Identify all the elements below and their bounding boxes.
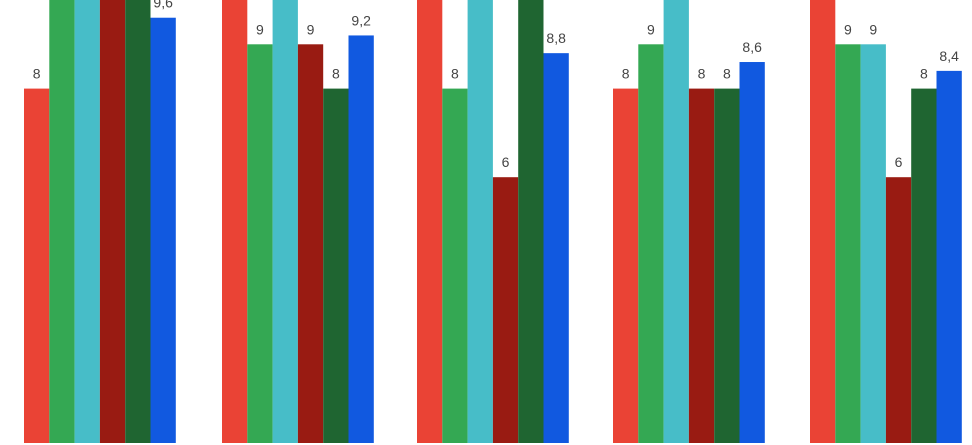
bar-2-3 bbox=[272, 0, 298, 443]
bar-4-3 bbox=[663, 0, 689, 443]
bar-3-4 bbox=[492, 177, 519, 443]
data-label-3-4: 6 bbox=[502, 154, 510, 170]
bar-4-2 bbox=[638, 44, 664, 444]
bar-group-3: 868,8 bbox=[417, 0, 569, 443]
data-label-3-2: 8 bbox=[451, 66, 459, 82]
bar-group-4: 8 9 8 8 8,6 bbox=[613, 0, 765, 444]
bar-5-4 bbox=[885, 177, 912, 443]
bar-5-6 bbox=[936, 70, 962, 443]
bar-5-3 bbox=[860, 44, 886, 444]
data-label-3-6: 8,8 bbox=[546, 30, 566, 46]
bar-5-1 bbox=[810, 0, 836, 443]
bar-2-6 bbox=[348, 35, 374, 443]
data-label-5-5: 8 bbox=[920, 66, 928, 82]
bar-3-6 bbox=[543, 53, 569, 443]
data-label-2-6: 9,2 bbox=[351, 12, 371, 28]
bar-3-3 bbox=[467, 0, 493, 443]
data-label-4-2: 9 bbox=[647, 21, 655, 37]
data-label-5-6: 8,4 bbox=[939, 48, 959, 64]
bar-4-4 bbox=[688, 88, 715, 443]
data-label-1-1: 8 bbox=[33, 66, 41, 82]
bar-2-5 bbox=[323, 88, 349, 443]
bar-2-1 bbox=[222, 0, 248, 443]
bar-2-2 bbox=[247, 44, 273, 444]
data-label-2-2: 9 bbox=[256, 21, 264, 37]
bar-5-5 bbox=[911, 88, 937, 443]
data-label-5-2: 9 bbox=[844, 21, 852, 37]
data-label-1-6: 9,6 bbox=[153, 0, 173, 11]
data-label-4-6: 8,6 bbox=[742, 39, 762, 55]
bar-1-6 bbox=[150, 17, 176, 443]
data-label-4-4: 8 bbox=[698, 66, 706, 82]
bar-1-2 bbox=[49, 0, 75, 443]
data-label-2-5: 8 bbox=[332, 66, 340, 82]
bar-3-2 bbox=[442, 88, 468, 443]
data-label-5-3: 9 bbox=[869, 21, 877, 37]
bar-3-1 bbox=[417, 0, 443, 443]
bar-4-1 bbox=[613, 88, 639, 443]
bar-1-3 bbox=[74, 0, 100, 443]
bar-group-2: 9 9 8 9,2 bbox=[222, 0, 374, 444]
bar-4-6 bbox=[739, 62, 765, 444]
bar-4-5 bbox=[714, 88, 740, 443]
data-label-4-1: 8 bbox=[622, 66, 630, 82]
bar-2-4 bbox=[297, 44, 324, 444]
bar-1-1 bbox=[24, 88, 50, 443]
bar-5-2 bbox=[835, 44, 861, 444]
data-label-2-4: 9 bbox=[307, 21, 315, 37]
bar-1-5 bbox=[125, 0, 151, 443]
bar-1-4 bbox=[99, 0, 126, 443]
data-label-5-4: 6 bbox=[895, 154, 903, 170]
bar-group-1: 89,6 bbox=[24, 0, 176, 443]
bar-3-5 bbox=[518, 0, 544, 443]
bar-group-5: 9 9 6 8 8,4 bbox=[810, 0, 962, 444]
data-label-4-5: 8 bbox=[723, 66, 731, 82]
